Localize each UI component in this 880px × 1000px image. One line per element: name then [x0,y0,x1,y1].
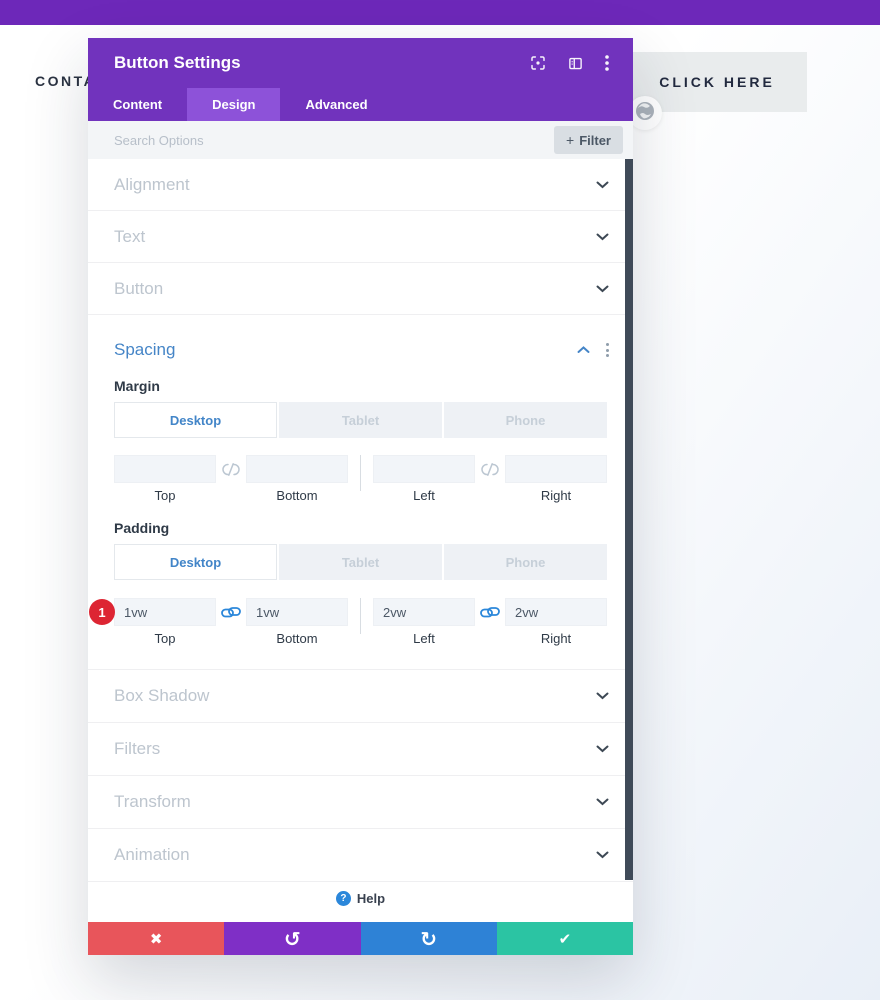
section-label: Animation [114,845,190,864]
margin-tab-tablet[interactable]: Tablet [279,402,442,438]
padding-tab-phone[interactable]: Phone [444,544,607,580]
globe-icon [635,101,655,126]
section-text[interactable]: Text [88,211,633,263]
modal-scrollbar[interactable] [625,159,633,880]
chevron-down-icon [596,176,609,194]
padding-tab-desktop[interactable]: Desktop [114,544,277,580]
chevron-down-icon [596,793,609,811]
fields-divider [360,455,361,491]
padding-group-label: Padding [114,520,170,536]
section-animation[interactable]: Animation [88,829,633,882]
globe-badge[interactable] [628,96,662,130]
field-label: Right [540,631,572,646]
redo-icon: ↻ [420,926,437,951]
unlink-icon[interactable] [216,455,246,483]
section-transform[interactable]: Transform [88,776,633,829]
spacing-section-title[interactable]: Spacing [114,340,176,359]
redo-button[interactable]: ↻ [360,922,497,955]
panel-layout-icon[interactable] [568,56,583,71]
margin-top-input[interactable] [114,455,216,483]
margin-device-tabs: Desktop Tablet Phone [114,402,607,438]
help-link[interactable]: ? Help [88,882,633,922]
undo-icon: ↺ [283,926,301,951]
save-button[interactable]: ✔ [496,922,633,955]
margin-tab-phone[interactable]: Phone [444,402,607,438]
margin-tab-desktop[interactable]: Desktop [114,402,277,438]
section-label: Text [114,226,146,246]
help-question-icon: ? [335,891,351,906]
check-icon: ✔ [558,929,572,948]
fields-divider [360,598,361,634]
field-label: Top [154,631,176,646]
unlink-icon[interactable] [475,455,505,483]
field-label: Right [540,488,572,503]
chevron-up-icon[interactable] [577,341,590,359]
close-icon: ✖ [149,929,163,948]
undo-button[interactable]: ↺ [224,922,361,955]
annotation-badge-1: 1 [89,599,115,625]
filter-button[interactable]: + Filter [554,126,623,154]
section-button[interactable]: Button [88,263,633,315]
margin-left-input[interactable] [373,455,475,483]
padding-device-tabs: Desktop Tablet Phone [114,544,607,580]
margin-fields-row: Top Bottom Left [114,455,607,503]
chevron-down-icon [596,687,609,705]
section-alignment[interactable]: Alignment [88,159,633,211]
padding-bottom-input[interactable] [246,598,348,626]
field-label: Top [154,488,176,503]
modal-footer: ✖ ↺ ↻ ✔ [88,922,633,955]
field-label: Bottom [276,631,318,646]
chevron-down-icon [596,740,609,758]
contact-heading: CONTA [35,73,97,89]
chevron-down-icon [596,228,609,246]
plus-icon: + [566,132,575,148]
field-label: Left [413,488,435,503]
tab-advanced[interactable]: Advanced [305,97,368,112]
section-label: Alignment [114,174,190,194]
section-filters[interactable]: Filters [88,723,633,776]
margin-bottom-input[interactable] [246,455,348,483]
tab-design[interactable]: Design [187,88,281,121]
section-box-shadow[interactable]: Box Shadow [88,670,633,723]
field-label: Left [413,631,435,646]
padding-tab-tablet[interactable]: Tablet [279,544,442,580]
padding-left-input[interactable] [373,598,475,626]
filter-button-label: Filter [579,132,611,148]
kebab-menu-icon[interactable] [605,55,609,71]
help-label: Help [356,891,386,906]
padding-fields-row: 1 Top Bottom Left [89,598,607,646]
section-label: Transform [114,792,191,811]
focus-preview-icon[interactable] [530,55,546,71]
margin-group-label: Margin [114,378,160,394]
search-options-input[interactable] [114,132,555,148]
padding-top-input[interactable] [114,598,216,626]
modal-header: Button Settings [88,38,633,88]
button-settings-modal: Button Settings [88,38,633,955]
modal-tabs: Content Design Advanced [88,88,633,121]
section-label: Box Shadow [114,686,210,705]
search-options-bar: + Filter [88,121,633,159]
field-label: Bottom [276,488,318,503]
link-icon[interactable] [216,598,246,626]
padding-right-input[interactable] [505,598,607,626]
spacing-options-icon[interactable] [606,343,609,357]
section-label: Button [114,278,164,298]
margin-right-input[interactable] [505,455,607,483]
modal-title: Button Settings [114,53,241,72]
page-top-bar [0,0,880,25]
section-spacing-expanded: Spacing Margin Desktop Tablet Phone Top [88,315,633,670]
chevron-down-icon [596,280,609,298]
tab-content[interactable]: Content [113,97,163,112]
discard-button[interactable]: ✖ [88,922,225,955]
chevron-down-icon [596,846,609,864]
section-label: Filters [114,739,161,758]
link-icon[interactable] [475,598,505,626]
